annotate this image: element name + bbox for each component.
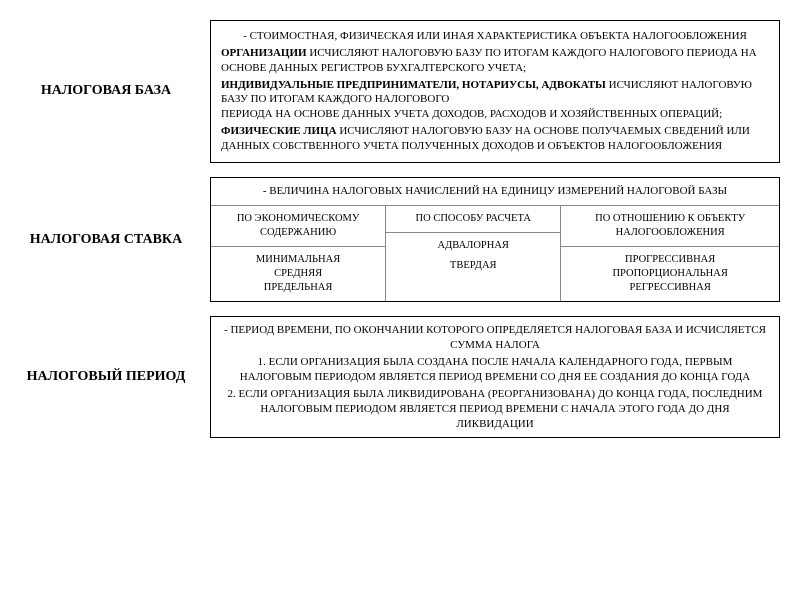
s1-t3: ПЕРИОДА НА ОСНОВЕ ДАННЫХ УЧЕТА ДОХОДОВ, …: [221, 107, 769, 122]
box-tax-rate: - ВЕЛИЧИНА НАЛОГОВЫХ НАЧИСЛЕНИЙ НА ЕДИНИ…: [210, 177, 780, 303]
c3b-l2: ПРОПОРЦИОНАЛЬНАЯ: [565, 267, 775, 281]
col-calc: ПО СПОСОБУ РАСЧЕТА АДВАЛОРНАЯ ТВЕРДАЯ: [386, 206, 561, 302]
c1b-l2: СРЕДНЯЯ: [215, 267, 381, 281]
col-economic: ПО ЭКОНОМИЧЕСКОМУ СОДЕРЖАНИЮ МИНИМАЛЬНАЯ…: [211, 206, 386, 302]
s3-l3: 2. ЕСЛИ ОРГАНИЗАЦИЯ БЫЛА ЛИКВИДИРОВАНА (…: [221, 387, 769, 432]
box-tax-period: - ПЕРИОД ВРЕМЕНИ, ПО ОКОНЧАНИИ КОТОРОГО …: [210, 316, 780, 438]
s1-line1: СТОИМОСТНАЯ, ФИЗИЧЕСКАЯ ИЛИ ИНАЯ ХАРАКТЕ…: [250, 30, 747, 42]
section-tax-rate: НАЛОГОВАЯ СТАВКА - ВЕЛИЧИНА НАЛОГОВЫХ НА…: [10, 177, 780, 303]
s1-b1: ОРГАНИЗАЦИИ: [221, 47, 307, 59]
c2b-l1: АДВАЛОРНАЯ: [390, 239, 556, 253]
c2b-l2: ТВЕРДАЯ: [390, 259, 556, 273]
s3-l2: 1. ЕСЛИ ОРГАНИЗАЦИЯ БЫЛА СОЗДАНА ПОСЛЕ Н…: [221, 355, 769, 385]
label-tax-period: НАЛОГОВЫЙ ПЕРИОД: [10, 369, 210, 385]
s1-b3: ФИЗИЧЕСКИЕ ЛИЦА: [221, 125, 337, 137]
s3-l1: - ПЕРИОД ВРЕМЕНИ, ПО ОКОНЧАНИИ КОТОРОГО …: [221, 323, 769, 353]
tax-rate-table: ПО ЭКОНОМИЧЕСКОМУ СОДЕРЖАНИЮ МИНИМАЛЬНАЯ…: [211, 205, 779, 302]
col-object: ПО ОТНОШЕНИЮ К ОБЪЕКТУ НАЛОГООБЛОЖЕНИЯ П…: [561, 206, 779, 302]
c3b-l1: ПРОГРЕССИВНАЯ: [565, 253, 775, 267]
section-tax-base: НАЛОГОВАЯ БАЗА - СТОИМОСТНАЯ, ФИЗИЧЕСКАЯ…: [10, 20, 780, 163]
s1-b2: ИНДИВИДУАЛЬНЫЕ ПРЕДПРИНИМАТЕЛИ, НОТАРИУС…: [221, 79, 606, 91]
s2-head: - ВЕЛИЧИНА НАЛОГОВЫХ НАЧИСЛЕНИЙ НА ЕДИНИ…: [211, 178, 779, 205]
label-tax-base: НАЛОГОВАЯ БАЗА: [10, 83, 210, 99]
c1b-l3: ПРЕДЕЛЬНАЯ: [215, 281, 381, 295]
label-tax-rate: НАЛОГОВАЯ СТАВКА: [10, 232, 210, 248]
section-tax-period: НАЛОГОВЫЙ ПЕРИОД - ПЕРИОД ВРЕМЕНИ, ПО ОК…: [10, 316, 780, 438]
c1b: МИНИМАЛЬНАЯ СРЕДНЯЯ ПРЕДЕЛЬНАЯ: [211, 247, 385, 302]
c1h: ПО ЭКОНОМИЧЕСКОМУ СОДЕРЖАНИЮ: [211, 206, 385, 247]
c2b: АДВАЛОРНАЯ ТВЕРДАЯ: [386, 233, 560, 279]
c2h: ПО СПОСОБУ РАСЧЕТА: [386, 206, 560, 233]
box-tax-base: - СТОИМОСТНАЯ, ФИЗИЧЕСКАЯ ИЛИ ИНАЯ ХАРАК…: [210, 20, 780, 163]
c3b: ПРОГРЕССИВНАЯ ПРОПОРЦИОНАЛЬНАЯ РЕГРЕССИВ…: [561, 247, 779, 302]
c3b-l3: РЕГРЕССИВНАЯ: [565, 281, 775, 295]
c3h: ПО ОТНОШЕНИЮ К ОБЪЕКТУ НАЛОГООБЛОЖЕНИЯ: [561, 206, 779, 247]
c1b-l1: МИНИМАЛЬНАЯ: [215, 253, 381, 267]
